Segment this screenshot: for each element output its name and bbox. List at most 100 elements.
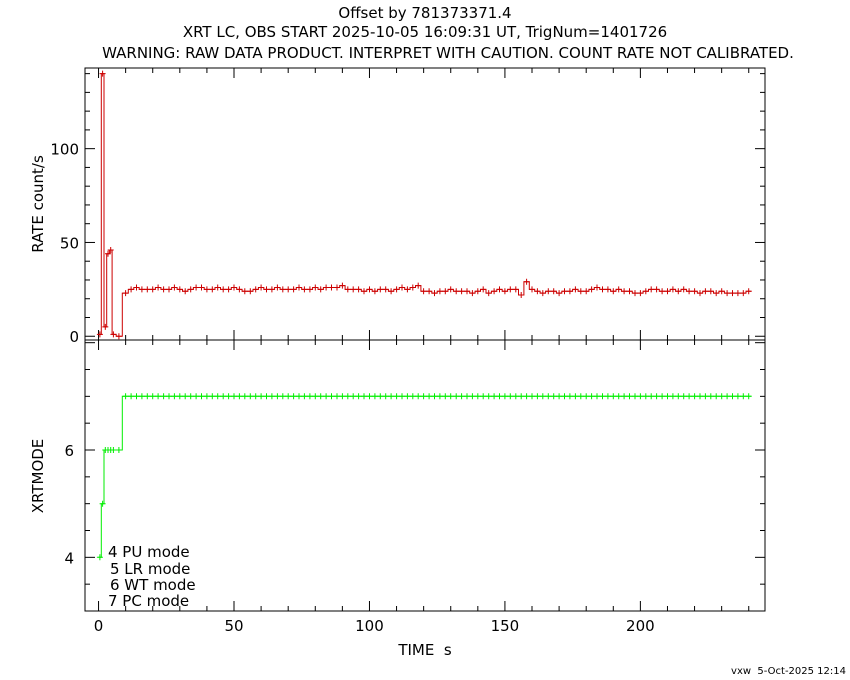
mode-point: [480, 393, 487, 400]
rate-point: [107, 247, 114, 253]
mode-point: [279, 393, 286, 400]
rate-point: [350, 286, 357, 293]
footer-timestamp: vxw 5-Oct-2025 12:14: [731, 666, 846, 677]
mode-point: [312, 393, 319, 400]
mode-point: [317, 393, 324, 400]
rate-point: [583, 288, 590, 295]
rate-point: [653, 286, 660, 293]
rate-point: [610, 288, 617, 295]
rate-point: [566, 288, 573, 295]
rate-point: [155, 284, 162, 291]
rate-point: [707, 288, 714, 295]
rate-point: [296, 284, 302, 291]
mode-point: [577, 393, 584, 400]
rate-point: [301, 286, 308, 293]
mode-point: [182, 393, 189, 400]
mode-point: [496, 393, 503, 400]
rate-point: [480, 286, 487, 293]
mode-point: [637, 393, 644, 400]
mode-point: [198, 393, 205, 400]
rate-point: [166, 286, 172, 293]
mode-point: [545, 393, 552, 400]
mode-point: [474, 393, 481, 400]
mode-panel-frame: [84, 339, 766, 612]
rate-point: [231, 284, 237, 291]
mode-point: [404, 393, 411, 400]
rate-point: [312, 284, 319, 291]
mode-point: [702, 393, 709, 400]
rate-point: [745, 288, 752, 295]
mode-point: [707, 393, 714, 400]
x-tick-label: 0: [94, 617, 104, 635]
mode-point: [561, 393, 568, 400]
rate-point: [626, 288, 633, 295]
rate-point: [252, 286, 259, 293]
mode-point: [115, 447, 122, 453]
mode-point: [274, 393, 281, 400]
mode-point: [664, 393, 671, 400]
mode-series: [96, 393, 752, 561]
rate-point: [464, 288, 470, 295]
rate-point: [241, 288, 248, 295]
rate-point: [604, 286, 611, 293]
legend-pu-mode: 4 PU mode: [108, 543, 190, 561]
mode-point: [523, 393, 530, 400]
rate-point: [366, 286, 373, 293]
rate-point: [409, 284, 416, 291]
mode-point: [686, 393, 693, 400]
mode-point: [621, 393, 628, 400]
mode-point: [675, 393, 682, 400]
rate-point: [491, 288, 498, 295]
rate-point: [680, 286, 687, 293]
rate-point: [485, 290, 492, 297]
rate-point: [431, 290, 438, 297]
rate-point: [664, 288, 671, 295]
mode-point: [409, 393, 416, 400]
rate-point: [279, 286, 286, 293]
rate-point: [382, 286, 389, 293]
rate-point: [187, 286, 194, 293]
mode-point: [442, 393, 449, 400]
mode-point: [588, 393, 595, 400]
mode-point: [534, 393, 541, 400]
rate-point: [729, 290, 736, 297]
rate-point: [632, 290, 638, 297]
rate-point: [534, 288, 541, 295]
rate-point: [122, 290, 129, 297]
rate-point: [529, 286, 535, 293]
mode-point: [642, 393, 649, 400]
rate-point: [496, 286, 503, 293]
mode-point: [529, 393, 535, 400]
rate-point: [160, 286, 167, 293]
mode-point: [415, 393, 422, 400]
mode-point: [718, 393, 725, 400]
mode-point: [252, 393, 259, 400]
rate-point: [138, 286, 145, 293]
rate-point: [334, 284, 340, 291]
rate-point: [128, 286, 135, 293]
mode-point: [382, 393, 389, 400]
legend-lr-mode: 5 LR mode: [110, 560, 190, 578]
rate-point: [247, 288, 254, 295]
mode-step-line: [98, 395, 752, 558]
rate-point: [659, 288, 666, 295]
rate-point: [724, 290, 731, 297]
rate-point: [96, 331, 103, 338]
rate-point: [110, 331, 117, 338]
rate-point: [236, 286, 243, 293]
rate-point: [686, 288, 693, 295]
rate-point: [447, 286, 454, 293]
mode-point: [550, 393, 557, 400]
rate-point: [323, 284, 330, 291]
rate-point: [615, 286, 622, 293]
rate-point: [556, 290, 563, 297]
mode-point: [350, 393, 357, 400]
rate-point: [388, 288, 395, 295]
rate-point: [133, 284, 140, 291]
rate-point: [328, 284, 335, 291]
mode-point: [328, 393, 335, 400]
mode-point: [138, 393, 145, 400]
mode-point: [171, 393, 178, 400]
mode-point: [231, 393, 237, 400]
